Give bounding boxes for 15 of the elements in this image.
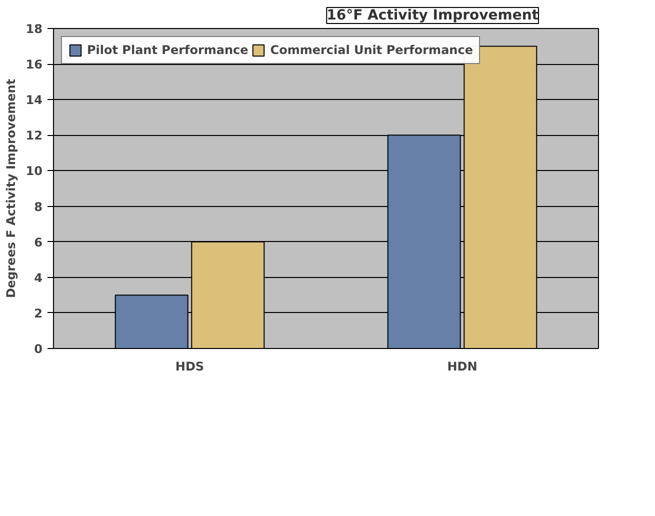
y-axis-title: Degrees F Activity Improvement [4, 78, 18, 298]
y-tick-label: 14 [26, 93, 43, 108]
legend-label: Commercial Unit Performance [270, 43, 473, 57]
x-tick-label: HDS [175, 360, 204, 374]
y-tick-label: 8 [34, 200, 43, 214]
y-tick-label: 10 [26, 164, 43, 178]
x-tick-label: HDN [447, 360, 478, 374]
y-tick-label: 2 [34, 306, 43, 320]
y-tick-label: 12 [26, 128, 43, 143]
legend-label: Pilot Plant Performance [87, 43, 248, 57]
y-tick-label: 18 [26, 22, 43, 36]
y-tick-label: 6 [34, 235, 43, 250]
y-tick-label: 16 [26, 58, 43, 72]
y-tick-label: 0 [34, 342, 43, 356]
y-tick-label: 4 [34, 270, 43, 285]
